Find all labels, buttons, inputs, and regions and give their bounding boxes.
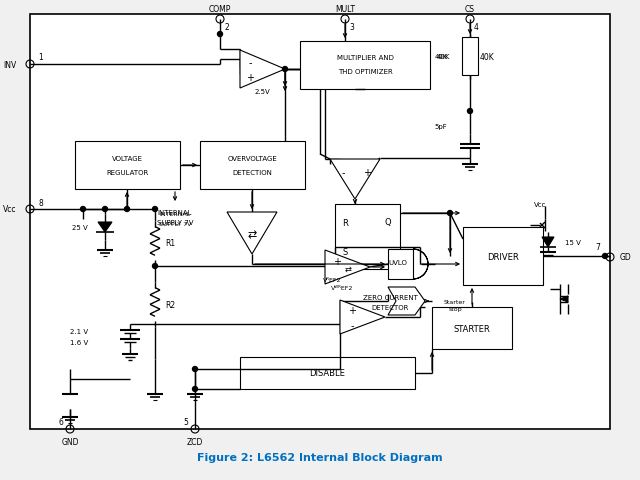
Circle shape [218,33,223,37]
Text: 2.5V: 2.5V [254,89,270,95]
Text: R2: R2 [165,300,175,309]
Text: 5pF: 5pF [435,124,447,130]
Text: 5: 5 [183,418,188,427]
Text: 40K: 40K [435,54,448,60]
Circle shape [602,254,607,259]
Bar [200,142,305,190]
Text: 40K: 40K [436,54,450,60]
Text: UVLO: UVLO [388,260,407,265]
Text: MULTIPLIER AND: MULTIPLIER AND [337,55,394,61]
Polygon shape [98,223,112,232]
Circle shape [102,207,108,212]
Text: MULT: MULT [335,5,355,14]
Circle shape [152,264,157,269]
Text: VᴿEF2: VᴿEF2 [323,278,341,283]
Text: VᵂᴿEF2: VᵂᴿEF2 [331,285,353,290]
Text: VOLTAGE: VOLTAGE [111,156,143,162]
Text: SUPPLY 7V: SUPPLY 7V [159,221,191,226]
Text: 15 V: 15 V [565,240,581,245]
Bar [463,228,543,286]
Text: DETECTOR: DETECTOR [371,304,409,311]
Text: 40K: 40K [480,52,495,61]
Text: OVERVOLTAGE: OVERVOLTAGE [227,156,277,162]
Text: Vcc: Vcc [3,205,17,214]
Text: GD: GD [619,253,631,262]
Text: -: - [248,58,252,68]
Text: ⇄: ⇄ [247,229,257,240]
Text: +: + [348,305,356,315]
Polygon shape [388,288,425,315]
Circle shape [125,207,129,212]
Text: DRIVER: DRIVER [487,252,519,261]
Text: 8: 8 [38,198,43,207]
Text: CS: CS [465,5,475,14]
Polygon shape [542,238,554,248]
Text: DETECTION: DETECTION [232,169,272,176]
Text: -: - [341,168,345,178]
Text: Starter: Starter [444,299,466,304]
Text: S: S [342,248,348,257]
Text: R1: R1 [165,239,175,248]
Text: Figure 2: L6562 Internal Block Diagram: Figure 2: L6562 Internal Block Diagram [197,452,443,462]
Bar [462,38,478,76]
Polygon shape [340,300,385,334]
Text: COMP: COMP [209,5,231,14]
Text: ⇄: ⇄ [344,264,351,273]
Polygon shape [330,160,380,200]
Text: Q: Q [385,218,391,227]
Text: GND: GND [61,438,79,446]
Bar [30,15,610,429]
Text: 7: 7 [595,243,600,252]
Text: 2: 2 [224,23,228,31]
Bar [300,42,430,90]
Text: 3: 3 [349,23,354,31]
Circle shape [193,387,198,392]
Text: +: + [363,168,371,178]
Wedge shape [413,250,428,279]
Circle shape [467,109,472,114]
Text: DISABLE: DISABLE [309,369,345,378]
Text: THD OPTIMIZER: THD OPTIMIZER [338,69,392,75]
Circle shape [193,367,198,372]
Polygon shape [560,296,568,302]
Text: 1: 1 [38,53,43,62]
Text: REGULATOR: REGULATOR [106,169,148,176]
Circle shape [447,211,452,216]
Text: INTERNAL: INTERNAL [157,210,192,216]
Text: +: + [333,256,341,266]
Text: INV: INV [3,60,17,69]
Circle shape [282,67,287,72]
Text: 4: 4 [474,23,479,31]
Bar [75,142,180,190]
Bar [388,250,413,279]
Polygon shape [227,213,277,254]
Bar [30,15,610,429]
Circle shape [81,207,86,212]
Text: 25 V: 25 V [72,225,88,230]
Text: STARTER: STARTER [454,324,490,333]
Bar [240,357,415,389]
Circle shape [152,207,157,212]
Text: INTERNAL: INTERNAL [159,212,191,217]
Text: 6: 6 [58,418,63,427]
Text: Vcc: Vcc [534,202,547,207]
Text: R: R [342,218,348,227]
Text: 2.1 V: 2.1 V [70,328,88,334]
Bar [432,307,512,349]
Polygon shape [240,51,285,89]
Text: -: - [350,320,354,330]
Text: 1.6 V: 1.6 V [70,339,88,345]
Text: stop: stop [448,307,462,312]
Bar [335,204,400,269]
Polygon shape [325,251,370,285]
Text: ZERO CURRENT: ZERO CURRENT [363,294,417,300]
Text: +: + [246,73,254,83]
Text: ZCD: ZCD [187,438,203,446]
Text: SUPPLY 7V: SUPPLY 7V [157,219,193,226]
